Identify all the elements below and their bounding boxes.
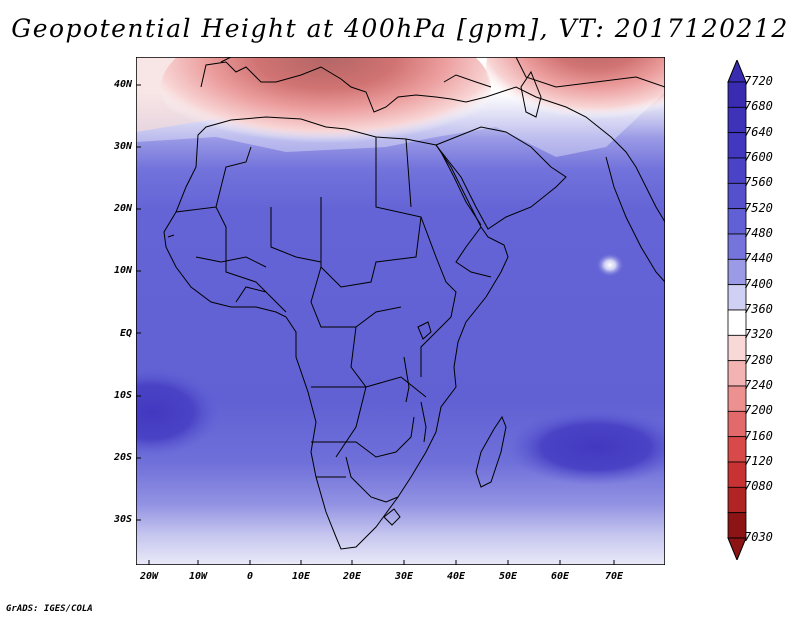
- lat-label-40n: 40N: [113, 79, 132, 90]
- colorbar-label: 7200: [744, 403, 773, 418]
- colorbar-label: 7560: [744, 175, 773, 190]
- colorbar-label: 7400: [744, 276, 773, 291]
- colorbar-label: 7680: [744, 99, 773, 114]
- lon-label-20w: 20W: [139, 571, 159, 582]
- colorbar-label: 7520: [744, 200, 773, 215]
- colorbar: [727, 60, 747, 560]
- low-blue-east: [506, 409, 665, 485]
- high-red-south: [171, 537, 381, 565]
- lat-label-20n: 20N: [113, 203, 132, 214]
- colorbar-label: 7030: [744, 530, 773, 544]
- lat-label-eq: EQ: [119, 328, 132, 339]
- colorbar-label: 7440: [744, 251, 773, 266]
- colorbar-label: 7320: [744, 327, 773, 342]
- lon-label-0: 0: [246, 571, 254, 582]
- colorbar-label: 7080: [744, 479, 773, 494]
- credit-text: GrADS: IGES/COLA: [6, 604, 93, 614]
- low-blue-west: [136, 367, 221, 457]
- high-red-north: [161, 57, 491, 157]
- map-plot: [136, 57, 665, 565]
- axis-ticks: [136, 84, 615, 565]
- lat-label-20s: 20S: [113, 452, 132, 463]
- colorbar-label: 7600: [744, 150, 773, 164]
- lon-label-50e: 50E: [498, 571, 518, 582]
- colorbar-label: 7160: [744, 428, 773, 443]
- colorbar-label: 7640: [744, 124, 773, 139]
- lat-label-10s: 10S: [113, 390, 132, 401]
- lat-label-30s: 30S: [113, 514, 132, 525]
- colorbar-bottom-arrow: [727, 537, 747, 560]
- colorbar-label: 7280: [744, 352, 773, 367]
- colorbar-label: 7360: [744, 302, 773, 316]
- lon-label-20e: 20E: [342, 571, 362, 582]
- lon-label-10e: 10E: [291, 571, 311, 582]
- colorbar-label: 7480: [744, 226, 773, 240]
- spot-arabian-sea: [596, 253, 624, 277]
- colorbar-label: 7720: [744, 74, 773, 88]
- lon-label-10w: 10W: [188, 571, 208, 582]
- coastlines: [163, 57, 665, 550]
- lon-label-60e: 60E: [550, 571, 570, 582]
- lon-label-40e: 40E: [446, 571, 466, 582]
- lat-label-30n: 30N: [113, 141, 132, 152]
- colorbar-label: 7240: [744, 378, 773, 392]
- lat-label-10n: 10N: [113, 265, 132, 276]
- lon-label-70e: 70E: [604, 571, 624, 582]
- colorbar-label: 7120: [744, 454, 773, 468]
- plot-title: Geopotential Height at 400hPa [gpm], VT:…: [11, 14, 789, 43]
- lon-label-30e: 30E: [394, 571, 414, 582]
- high-red-northeast: [486, 57, 665, 132]
